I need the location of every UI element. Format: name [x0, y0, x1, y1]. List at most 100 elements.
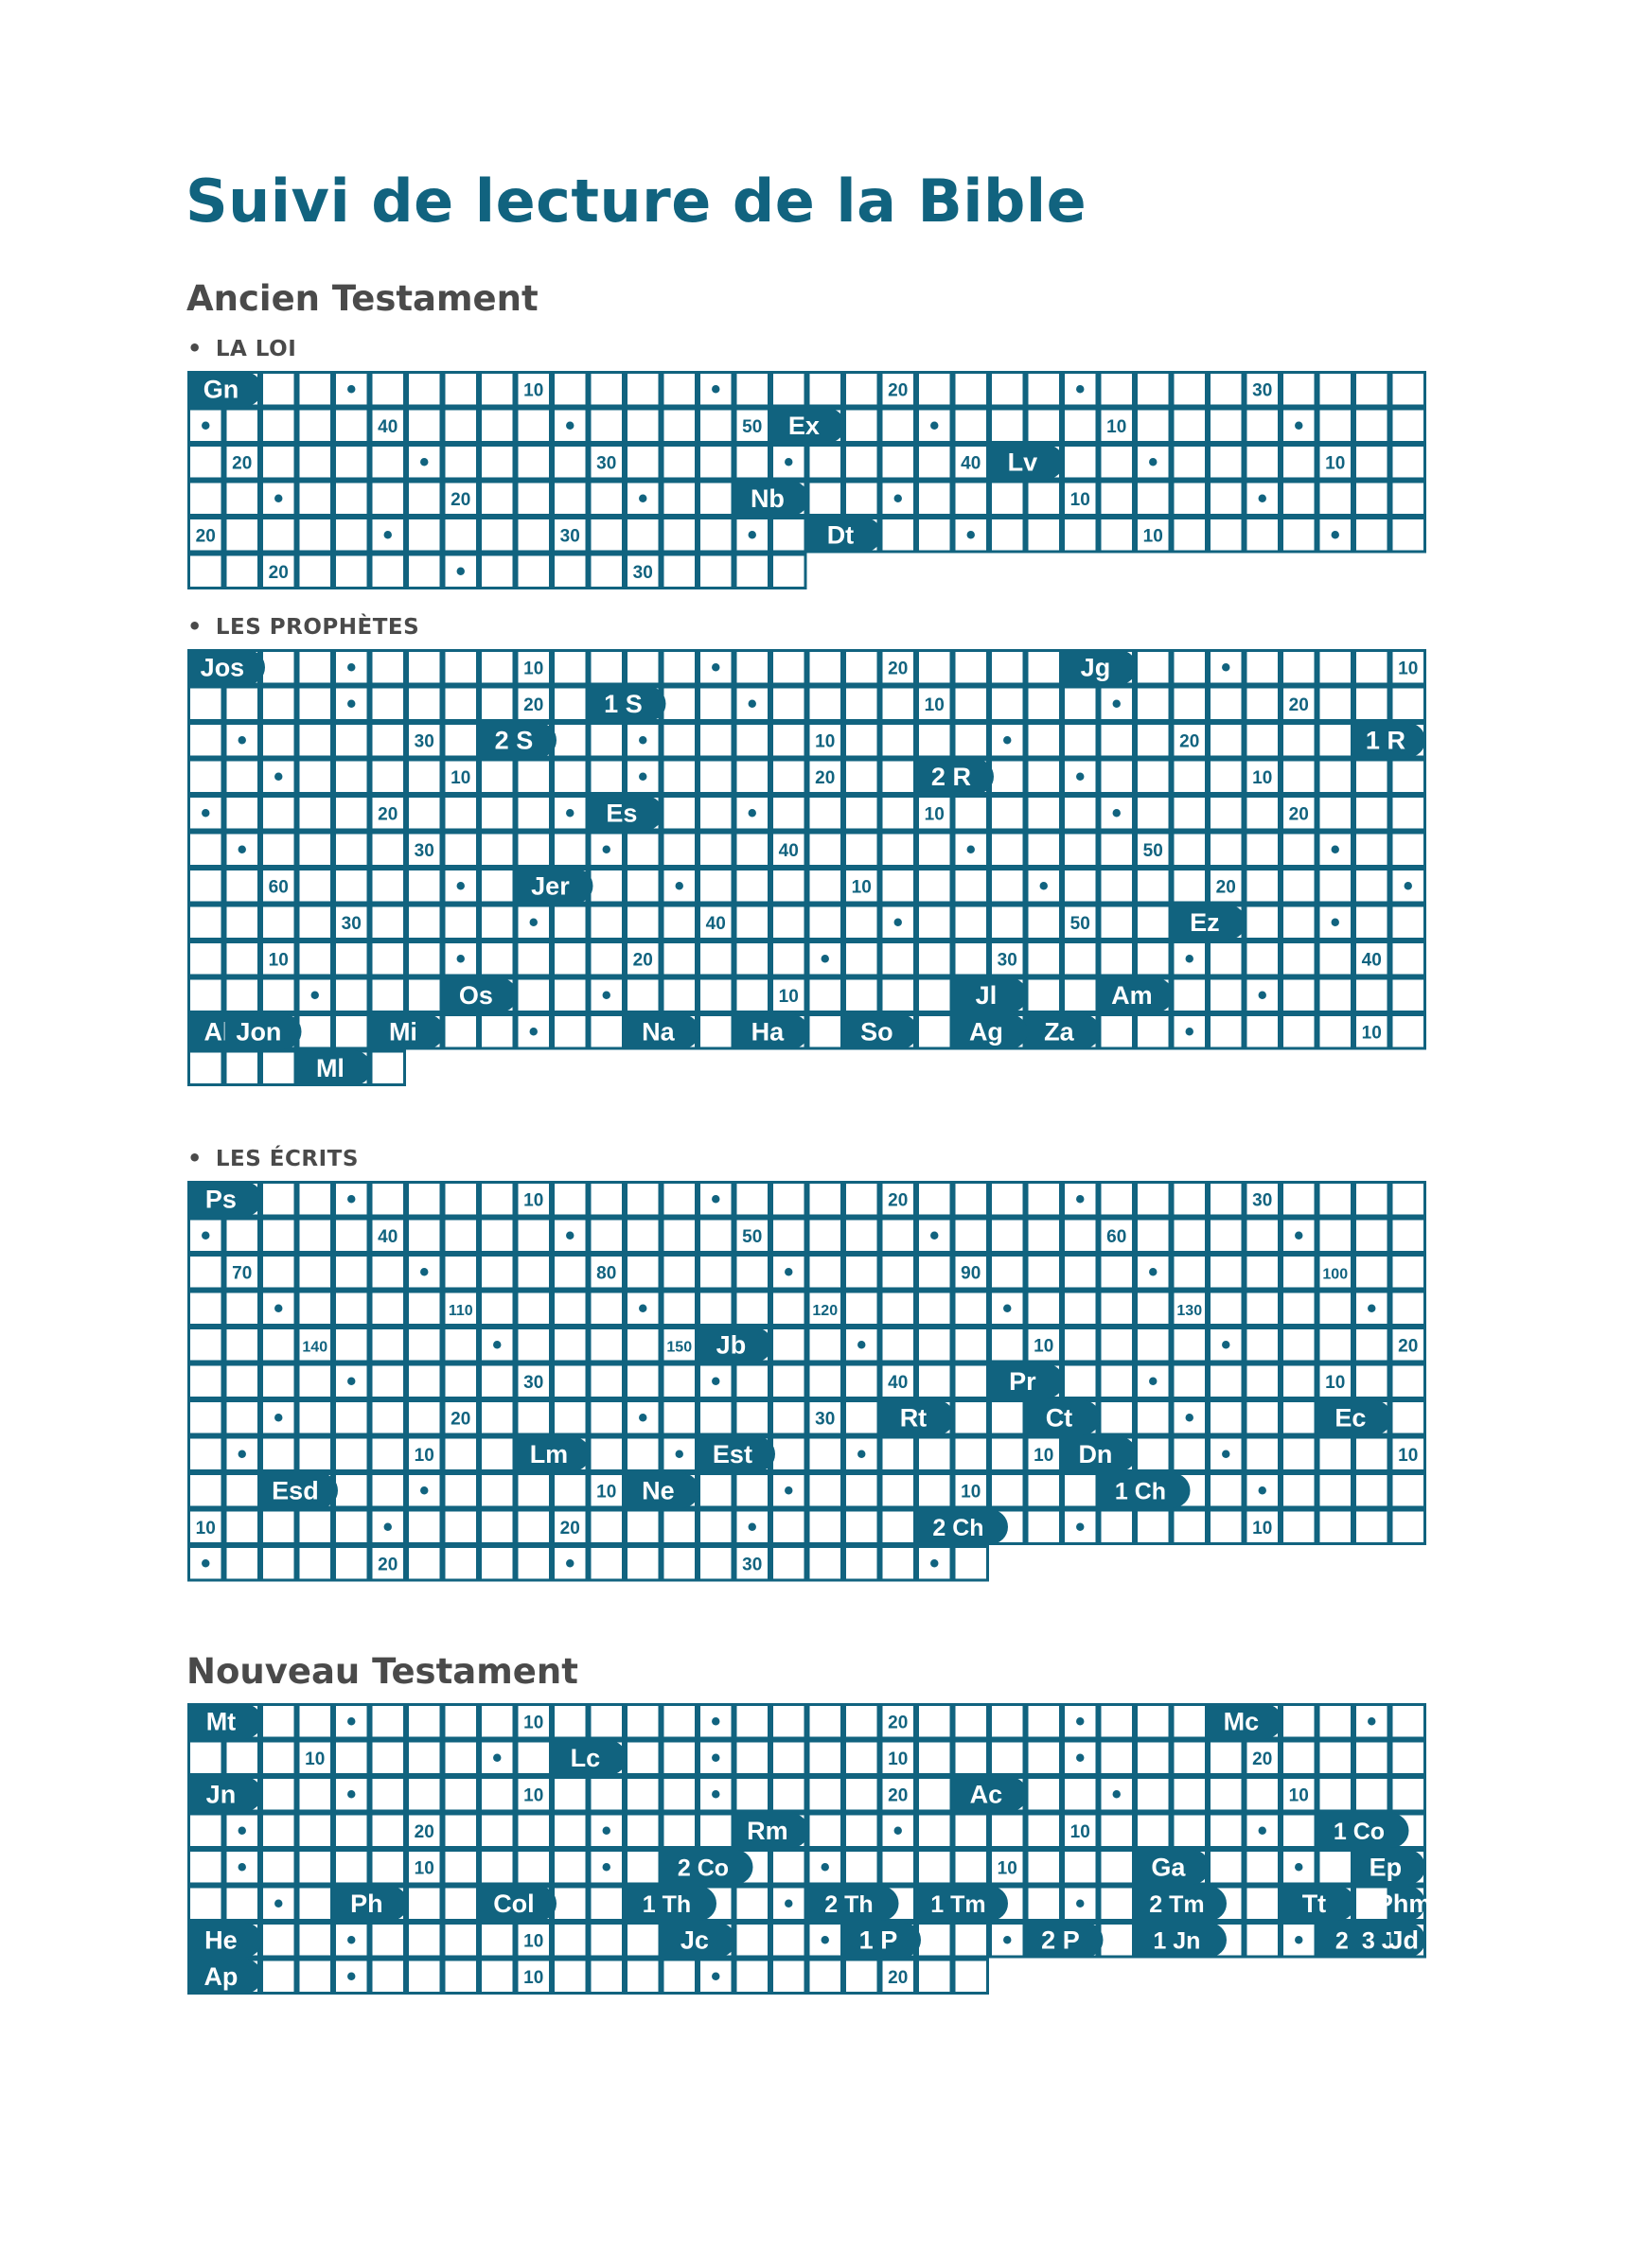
- chapter-checkbox[interactable]: [187, 1849, 224, 1886]
- chapter-checkbox[interactable]: [1208, 1013, 1245, 1050]
- chapter-checkbox[interactable]: [806, 1739, 843, 1776]
- chapter-checkbox[interactable]: [1317, 1472, 1353, 1509]
- chapter-checkbox[interactable]: [479, 1290, 516, 1327]
- chapter-checkbox[interactable]: [625, 407, 662, 444]
- chapter-checkbox[interactable]: [1281, 1254, 1317, 1291]
- chapter-checkbox[interactable]: [1281, 1290, 1317, 1327]
- chapter-checkbox[interactable]: [1353, 1181, 1390, 1218]
- chapter-checkbox[interactable]: [661, 407, 698, 444]
- chapter-checkbox[interactable]: [1389, 1776, 1426, 1813]
- chapter-checkbox[interactable]: [1208, 1254, 1245, 1291]
- chapter-checkbox[interactable]: [770, 553, 807, 589]
- chapter-checkbox[interactable]: [260, 1181, 297, 1218]
- chapter-checkbox[interactable]: [733, 1254, 770, 1291]
- chapter-checkbox[interactable]: [770, 976, 807, 1013]
- chapter-checkbox[interactable]: [1281, 1363, 1317, 1399]
- chapter-checkbox[interactable]: [1389, 1181, 1426, 1218]
- chapter-checkbox[interactable]: [1171, 1363, 1208, 1399]
- chapter-checkbox[interactable]: [588, 1399, 625, 1436]
- chapter-checkbox[interactable]: [1098, 1363, 1135, 1399]
- chapter-checkbox[interactable]: [625, 831, 662, 868]
- chapter-checkbox[interactable]: [661, 831, 698, 868]
- chapter-checkbox[interactable]: [552, 1922, 589, 1959]
- chapter-checkbox[interactable]: [223, 976, 260, 1013]
- chapter-checkbox[interactable]: [1389, 517, 1426, 554]
- chapter-checkbox[interactable]: [1389, 1472, 1426, 1509]
- chapter-checkbox[interactable]: [806, 1545, 843, 1582]
- chapter-checkbox[interactable]: [698, 868, 734, 905]
- chapter-checkbox[interactable]: [770, 649, 807, 686]
- chapter-checkbox[interactable]: [479, 831, 516, 868]
- chapter-checkbox[interactable]: [952, 444, 989, 481]
- chapter-checkbox[interactable]: [187, 941, 224, 977]
- chapter-checkbox[interactable]: [406, 371, 443, 408]
- chapter-checkbox[interactable]: [806, 831, 843, 868]
- chapter-checkbox[interactable]: [733, 1958, 770, 1995]
- chapter-checkbox[interactable]: [260, 795, 297, 832]
- chapter-checkbox[interactable]: [333, 1545, 370, 1582]
- chapter-checkbox[interactable]: [260, 1254, 297, 1291]
- chapter-checkbox[interactable]: [260, 444, 297, 481]
- chapter-checkbox[interactable]: [1135, 904, 1172, 941]
- chapter-checkbox[interactable]: [625, 444, 662, 481]
- chapter-checkbox[interactable]: [879, 1776, 916, 1813]
- chapter-checkbox[interactable]: [479, 371, 516, 408]
- chapter-checkbox[interactable]: [698, 1254, 734, 1291]
- chapter-checkbox[interactable]: [1244, 1849, 1281, 1886]
- chapter-checkbox[interactable]: [1025, 795, 1062, 832]
- chapter-checkbox[interactable]: [1244, 868, 1281, 905]
- chapter-checkbox[interactable]: [1171, 1739, 1208, 1776]
- chapter-checkbox[interactable]: [843, 1776, 880, 1813]
- chapter-checkbox[interactable]: [260, 1435, 297, 1472]
- chapter-checkbox[interactable]: [1317, 722, 1353, 759]
- chapter-checkbox[interactable]: [733, 1472, 770, 1509]
- chapter-checkbox[interactable]: [1244, 722, 1281, 759]
- chapter-checkbox[interactable]: [1244, 371, 1281, 408]
- chapter-checkbox[interactable]: [296, 1363, 333, 1399]
- chapter-checkbox[interactable]: [1135, 649, 1172, 686]
- chapter-checkbox[interactable]: [1171, 1703, 1208, 1740]
- chapter-checkbox[interactable]: [1281, 758, 1317, 795]
- chapter-checkbox[interactable]: [952, 1435, 989, 1472]
- chapter-checkbox[interactable]: [552, 1013, 589, 1050]
- chapter-checkbox[interactable]: [879, 941, 916, 977]
- chapter-checkbox[interactable]: [479, 1508, 516, 1545]
- chapter-checkbox[interactable]: [1208, 407, 1245, 444]
- chapter-checkbox[interactable]: [1353, 1254, 1390, 1291]
- chapter-checkbox[interactable]: [1208, 722, 1245, 759]
- chapter-checkbox[interactable]: [369, 976, 406, 1013]
- chapter-checkbox[interactable]: [333, 976, 370, 1013]
- chapter-checkbox[interactable]: [625, 553, 662, 589]
- chapter-checkbox[interactable]: [879, 904, 916, 941]
- chapter-checkbox[interactable]: [187, 1254, 224, 1291]
- chapter-checkbox[interactable]: [406, 1399, 443, 1436]
- chapter-checkbox[interactable]: [806, 1508, 843, 1545]
- chapter-checkbox[interactable]: [187, 1049, 224, 1086]
- chapter-checkbox[interactable]: [1171, 722, 1208, 759]
- chapter-checkbox[interactable]: [1281, 517, 1317, 554]
- chapter-checkbox[interactable]: [187, 685, 224, 722]
- chapter-checkbox[interactable]: [770, 1290, 807, 1327]
- chapter-checkbox[interactable]: [661, 1958, 698, 1995]
- chapter-checkbox[interactable]: [333, 868, 370, 905]
- chapter-checkbox[interactable]: [989, 1254, 1026, 1291]
- chapter-checkbox[interactable]: [333, 444, 370, 481]
- chapter-checkbox[interactable]: [806, 1958, 843, 1995]
- chapter-checkbox[interactable]: [733, 1776, 770, 1813]
- chapter-checkbox[interactable]: [515, 1399, 552, 1436]
- chapter-checkbox[interactable]: [806, 976, 843, 1013]
- chapter-checkbox[interactable]: [588, 1472, 625, 1509]
- chapter-checkbox[interactable]: [806, 1254, 843, 1291]
- chapter-checkbox[interactable]: [1135, 1508, 1172, 1545]
- chapter-checkbox[interactable]: [1025, 831, 1062, 868]
- chapter-checkbox[interactable]: [588, 868, 625, 905]
- chapter-checkbox[interactable]: [952, 1703, 989, 1740]
- chapter-checkbox[interactable]: [588, 1254, 625, 1291]
- chapter-checkbox[interactable]: [260, 553, 297, 589]
- chapter-checkbox[interactable]: [661, 795, 698, 832]
- chapter-checkbox[interactable]: [1171, 758, 1208, 795]
- chapter-checkbox[interactable]: [770, 941, 807, 977]
- chapter-checkbox[interactable]: [843, 758, 880, 795]
- chapter-checkbox[interactable]: [625, 868, 662, 905]
- chapter-checkbox[interactable]: [187, 1327, 224, 1363]
